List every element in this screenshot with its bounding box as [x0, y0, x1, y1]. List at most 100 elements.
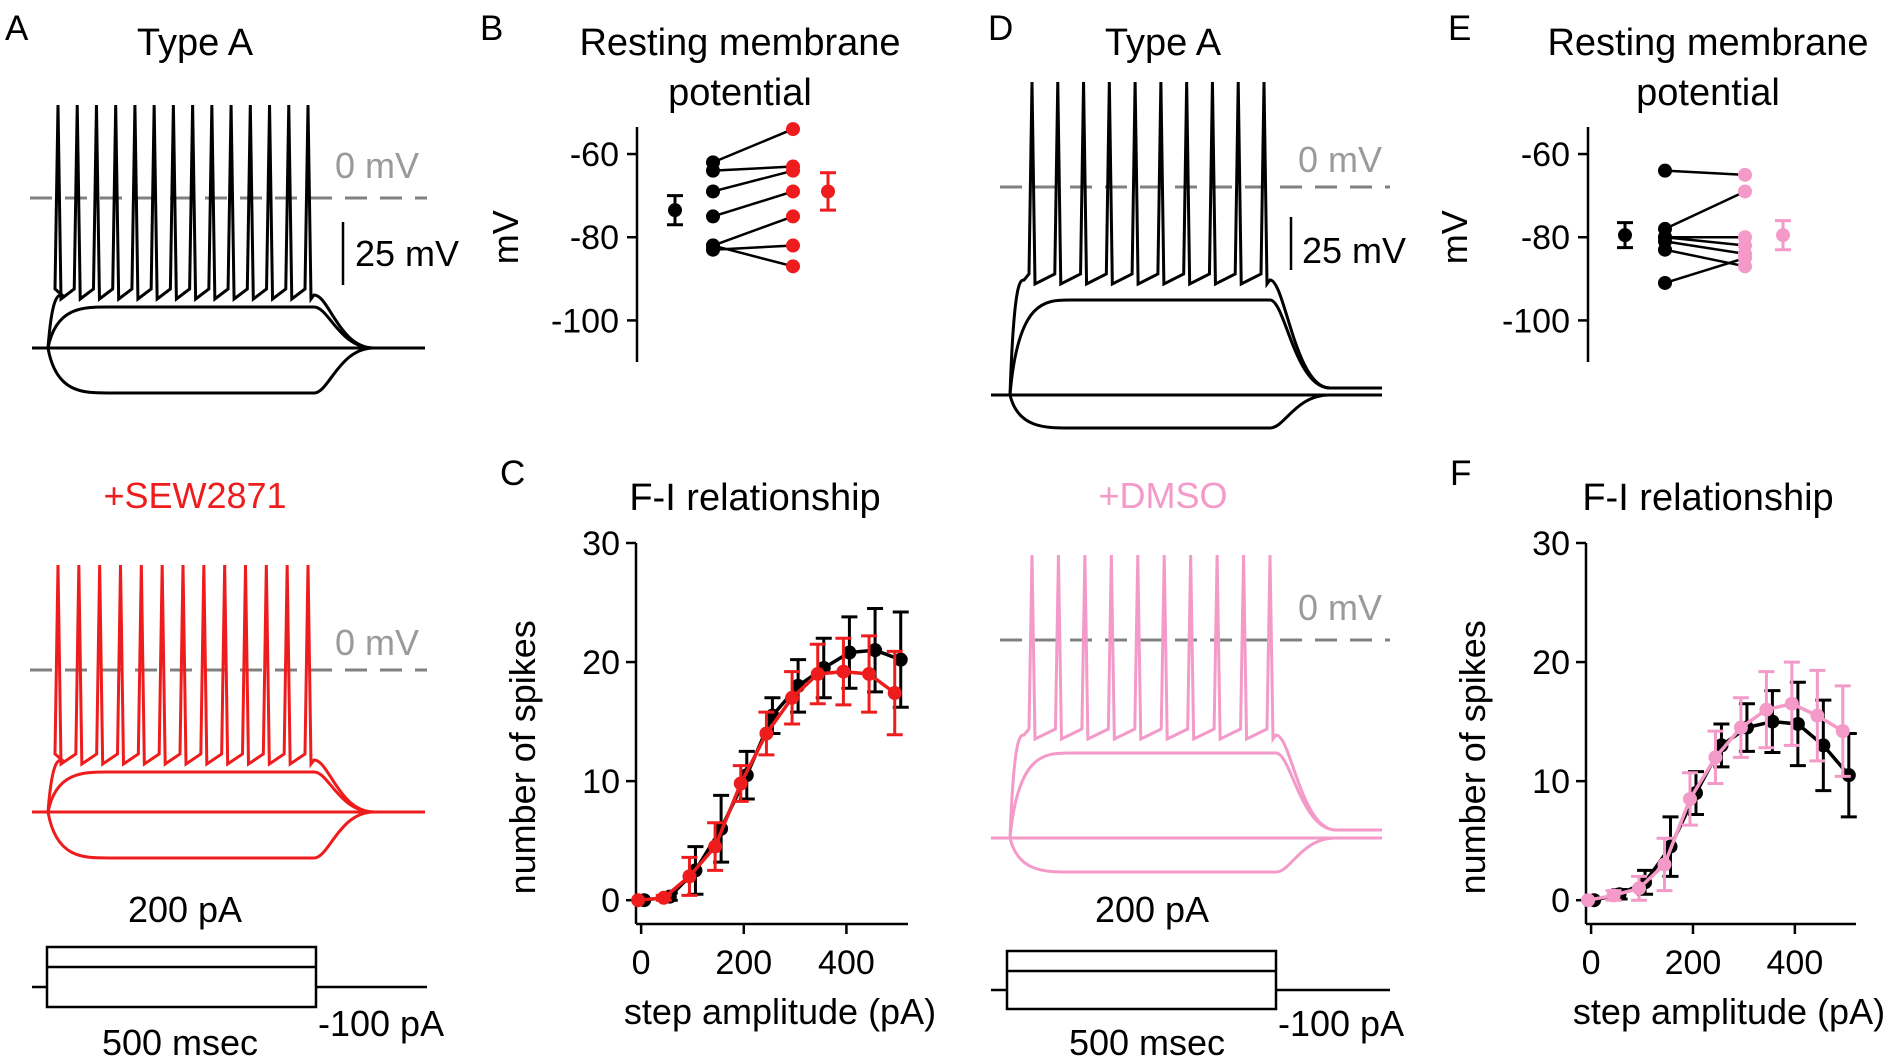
current-step-protocol [991, 949, 1390, 1011]
drug-point [1738, 167, 1752, 182]
chart-e: E Resting membrane potential -60 -80 -100 mV [1434, 9, 1869, 362]
step-bottom-label: -100 pA [1278, 1003, 1404, 1044]
hyperpolarizing-trace [991, 393, 1382, 430]
paired-line [1664, 240, 1746, 256]
trace-control [991, 81, 1382, 430]
data-point [810, 666, 825, 681]
data-point [708, 839, 723, 854]
x-axis-label: step amplitude (pA) [1573, 991, 1885, 1032]
drug-point [786, 184, 800, 199]
data-point [1790, 716, 1805, 731]
trace-drug [991, 554, 1382, 874]
chart-c: C F-I relationship 0 10 20 30 0 200 400 step ampl… [500, 454, 936, 1032]
y-tick-label: 10 [1532, 763, 1570, 801]
paired-line [712, 215, 794, 247]
drug-point [786, 163, 800, 178]
data-point [656, 890, 671, 905]
y-tick-label: -60 [570, 136, 619, 174]
zero-mv-label: 0 mV [335, 622, 419, 663]
scale-bar-label: 25 mV [1302, 230, 1406, 271]
data-point [1606, 888, 1621, 903]
control-point [706, 184, 720, 199]
control-point [1658, 163, 1672, 178]
data-point [682, 869, 697, 884]
data-point [1733, 720, 1748, 735]
paired-line [1664, 256, 1746, 285]
drug-label: +DMSO [1098, 475, 1227, 516]
y-tick-label: -80 [570, 219, 619, 257]
panel-d-title: Type A [1105, 22, 1222, 64]
y-tick-label: 30 [582, 525, 620, 563]
mean-control-point [668, 203, 682, 218]
panel-d: D Type A 0 mV 25 mV +DMSO 0 mV 200 pA -1… [988, 9, 1406, 1063]
trace-drug [32, 564, 425, 860]
y-axis-label: number of spikes [502, 620, 543, 894]
chart-title: F-I relationship [629, 477, 880, 519]
control-point [1658, 242, 1672, 257]
panel-letter: C [500, 454, 525, 493]
chart-title-line1: Resting membrane [1547, 22, 1868, 64]
subthreshold-trace [32, 305, 425, 350]
drug-point [786, 209, 800, 224]
y-tick-label: 0 [601, 882, 620, 920]
hyperpolarizing-trace [32, 346, 425, 395]
x-axis-label: step amplitude (pA) [624, 991, 936, 1032]
data-point [842, 645, 857, 660]
x-tick-label: 0 [632, 944, 651, 982]
drug-point [786, 238, 800, 253]
data-point [1632, 881, 1647, 896]
panel-letter: B [480, 9, 503, 48]
mean-drug-point [1776, 228, 1790, 243]
data-point [1714, 738, 1729, 753]
zero-mv-label: 0 mV [1298, 587, 1382, 628]
drug-point [786, 122, 800, 137]
mean-control-point [1618, 228, 1632, 243]
y-tick-label: 0 [1551, 882, 1570, 920]
data-point [1765, 714, 1780, 729]
hyperpolarizing-trace [991, 836, 1382, 874]
subthreshold-trace [991, 751, 1382, 840]
drug-label: +SEW2871 [103, 475, 286, 516]
spiking-trace [32, 564, 425, 814]
subthreshold-trace [32, 770, 425, 814]
duration-label: 500 msec [102, 1022, 258, 1063]
data-point [862, 666, 877, 681]
data-point [1810, 708, 1825, 723]
panel-a: A Type A 0 mV 25 mV +SEW2871 0 mV 200 pA… [5, 9, 459, 1063]
y-tick-label: -80 [1521, 219, 1570, 257]
x-tick-label: 400 [818, 944, 875, 982]
control-point [1658, 275, 1672, 290]
data-point [887, 686, 902, 701]
x-tick-label: 200 [715, 944, 772, 982]
data-point [1816, 738, 1831, 753]
paired-line [712, 165, 794, 172]
paired-line [1664, 248, 1746, 268]
y-tick-label: -100 [1502, 302, 1570, 340]
y-tick-label: -60 [1521, 136, 1570, 174]
zero-mv-label: 0 mV [1298, 139, 1382, 180]
y-tick-label: 10 [582, 763, 620, 801]
control-point [706, 209, 720, 224]
panel-letter: E [1448, 9, 1471, 48]
data-point [733, 776, 748, 791]
x-tick-label: 400 [1767, 944, 1824, 982]
panel-letter-d: D [988, 9, 1013, 48]
x-tick-label: 200 [1665, 944, 1722, 982]
paired-line [712, 190, 794, 218]
control-point [706, 238, 720, 253]
paired-line [1664, 235, 1746, 247]
y-tick-label: 20 [582, 644, 620, 682]
data-point [759, 726, 774, 741]
drug-point [1738, 251, 1752, 266]
x-tick-label: 0 [1582, 944, 1601, 982]
duration-label: 500 msec [1069, 1022, 1225, 1063]
chart-title-line2: potential [668, 72, 812, 114]
data-point [785, 690, 800, 705]
paired-line [1664, 190, 1746, 231]
data-point [1682, 791, 1697, 806]
data-point [868, 643, 883, 658]
chart-title-line1: Resting membrane [579, 22, 900, 64]
y-tick-label: -100 [551, 302, 619, 340]
paired-line [712, 169, 794, 193]
